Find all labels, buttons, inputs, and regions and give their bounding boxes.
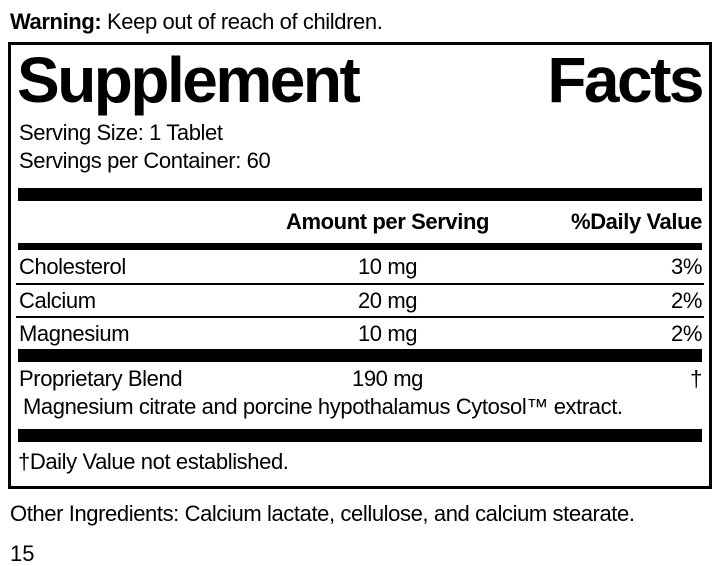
- table-row-proprietary-blend: Proprietary Blend 190 mg †: [16, 362, 704, 394]
- warning-label: Warning:: [10, 9, 102, 34]
- nutrient-name: Calcium: [19, 287, 96, 313]
- panel-title-word2: Facts: [547, 44, 704, 116]
- servings-per-container: Servings per Container: 60: [19, 148, 271, 174]
- panel-title: Supplement Facts: [16, 45, 704, 115]
- blend-dagger: †: [690, 366, 702, 392]
- warning-text: Warning: Keep out of reach of children.: [10, 9, 710, 35]
- nutrient-dv: 3%: [670, 253, 702, 279]
- nutrient-name: Cholesterol: [19, 253, 126, 279]
- header-amount-per-serving: Amount per Serving: [285, 209, 490, 235]
- table-row-calcium: Calcium 20 mg 2%: [16, 283, 704, 316]
- page-number: 15: [10, 541, 35, 566]
- serving-info: Serving Size: 1 Tablet Servings per Cont…: [16, 115, 704, 188]
- nutrient-amount: 20 mg: [357, 287, 418, 313]
- divider-bar-top: [18, 188, 702, 202]
- table-row-magnesium: Magnesium 10 mg 2%: [16, 316, 704, 349]
- nutrient-amount: 10 mg: [357, 253, 418, 279]
- serving-size: Serving Size: 1 Tablet: [19, 120, 223, 146]
- divider-bar-above-footnote: [18, 429, 702, 443]
- panel-title-word1: Supplement: [17, 44, 361, 116]
- nutrient-dv: 2%: [670, 320, 702, 346]
- daily-value-footnote: †Daily Value not established.: [18, 449, 289, 475]
- warning-message: Keep out of reach of children.: [101, 9, 383, 34]
- nutrient-amount: 10 mg: [357, 320, 418, 346]
- table-row-cholesterol: Cholesterol 10 mg 3%: [16, 250, 704, 283]
- table-header-row: Amount per Serving %Daily Value: [16, 201, 704, 243]
- supplement-facts-panel: Supplement Facts Serving Size: 1 Tablet …: [8, 42, 712, 490]
- nutrient-table: Cholesterol 10 mg 3% Calcium 20 mg 2% Ma…: [16, 250, 704, 349]
- blend-description: Magnesium citrate and porcine hypothalam…: [23, 394, 623, 420]
- blend-amount: 190 mg: [352, 366, 423, 392]
- nutrient-name: Magnesium: [19, 320, 130, 346]
- divider-bar-above-blend: [18, 349, 702, 363]
- blend-name: Proprietary Blend: [19, 366, 183, 392]
- divider-bar-under-header: [18, 243, 702, 251]
- nutrient-dv: 2%: [670, 287, 702, 313]
- header-daily-value: %Daily Value: [571, 209, 702, 235]
- other-ingredients: Other Ingredients: Calcium lactate, cell…: [10, 501, 635, 527]
